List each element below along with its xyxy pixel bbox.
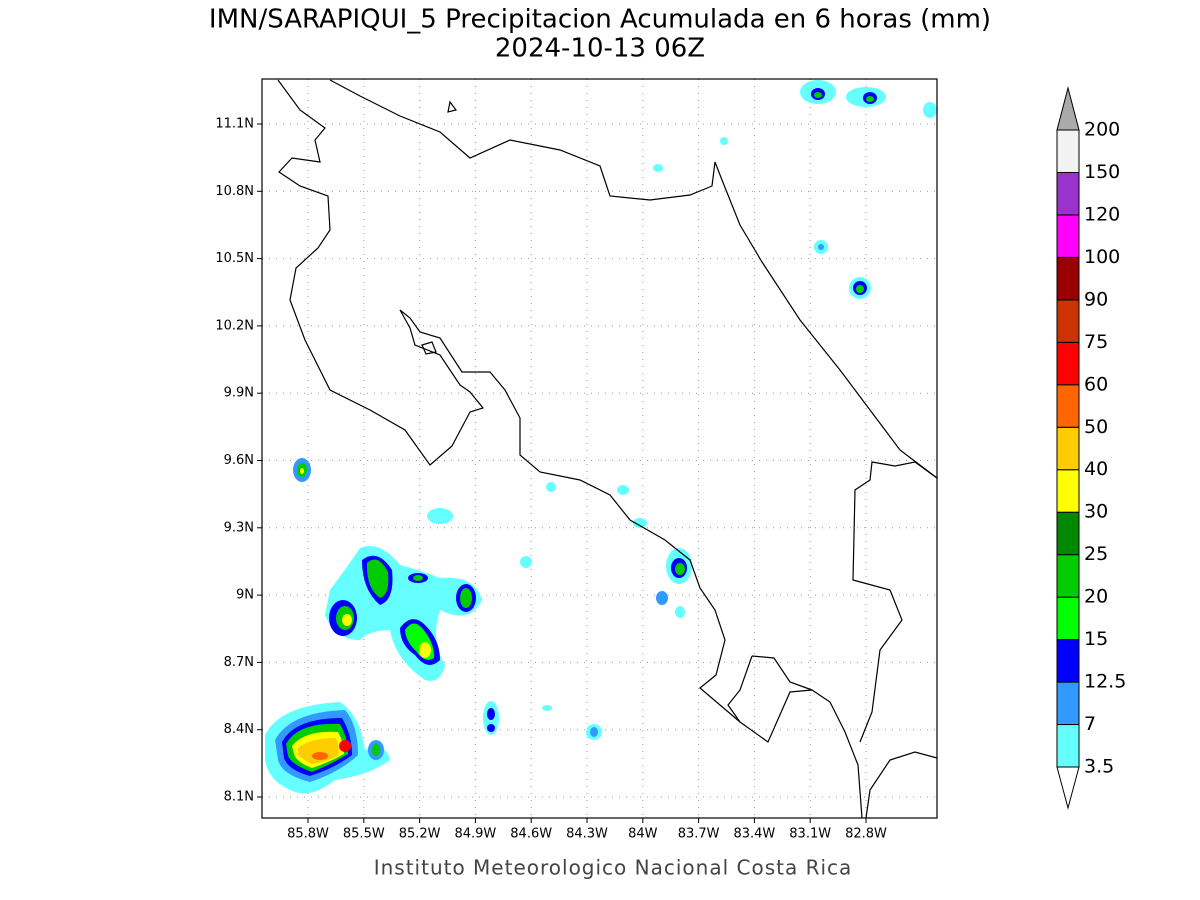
lat-label: 10.5N [215,251,254,266]
lon-label: 83.7W [678,827,720,842]
colorbar-label: 90 [1084,288,1108,310]
coastline [277,79,938,819]
precip-spots [293,80,937,740]
colorbar-under [1056,766,1080,810]
lon-label: 82.8W [845,827,887,842]
lon-label: 84.9W [454,827,496,842]
colorbar-segment [1056,129,1080,173]
colorbar-segment [1056,341,1080,386]
map-frame [261,78,938,819]
axes: 11.1N 10.8N 10.5N 10.2N 9.9N 9.6N 9.3N 9N 8.7N 8.… [215,117,887,842]
colorbar-segment [1056,511,1080,556]
colorbar-segment [1056,384,1080,428]
colorbar-label: 15 [1084,628,1108,650]
colorbar-label: 100 [1084,246,1120,268]
colorbar-label: 60 [1084,373,1108,395]
colorbar-segment [1056,554,1080,598]
colorbar-segment [1056,724,1080,768]
colorbar-segment [1056,171,1080,216]
lat-label: 8.4N [224,722,254,737]
precip-blob [265,702,390,794]
precip-blob [325,546,482,681]
precip-fields [265,80,937,794]
colorbar-label: 20 [1084,586,1108,608]
lat-label: 9N [236,588,254,603]
lon-label: 85.8W [287,827,329,842]
colorbar-segment [1056,639,1080,683]
lat-label: 9.3N [224,520,254,535]
lon-label: 84W [628,827,658,842]
colorbar-segment [1056,214,1080,258]
lat-label: 10.2N [215,318,254,333]
colorbar-label: 3.5 [1084,756,1114,778]
footer: Instituto Meteorologico Nacional Costa R… [374,856,853,880]
lon-label: 84.3W [566,827,608,842]
lat-label: 8.1N [224,790,254,805]
subtitle: 2024-10-13 06Z [495,34,705,64]
colorbar-label: 75 [1084,331,1108,353]
colorbar-label: 200 [1084,119,1120,141]
lon-label: 84.6W [510,827,552,842]
lat-label: 9.6N [224,453,254,468]
colorbar-label: 7 [1084,713,1096,735]
title: IMN/SARAPIQUI_5 Precipitacion Acumulada … [209,5,991,35]
colorbar-label: 120 [1084,203,1120,225]
lat-label: 9.9N [224,386,254,401]
lon-label: 83.4W [733,827,775,842]
colorbar: 3.5 7 12.5 15 20 25 30 40 50 60 75 90 100 120 150 200 [1056,86,1126,810]
colorbar-segment [1056,681,1080,726]
colorbar-label: 25 [1084,543,1108,565]
lon-label: 85.5W [343,827,385,842]
colorbar-segment [1056,256,1080,301]
colorbar-segment [1056,426,1080,471]
colorbar-over [1056,86,1080,131]
colorbar-label: 150 [1084,161,1120,183]
colorbar-segment [1056,299,1080,343]
lon-label: 85.2W [399,827,441,842]
colorbar-label: 50 [1084,416,1108,438]
colorbar-label: 30 [1084,501,1108,523]
lat-label: 11.1N [215,117,254,132]
colorbar-label: 12.5 [1084,671,1126,693]
colorbar-segment [1056,469,1080,513]
lat-label: 8.7N [224,655,254,670]
lat-label: 10.8N [215,184,254,199]
colorbar-label: 40 [1084,458,1108,480]
colorbar-segment [1056,596,1080,641]
grid [262,79,937,818]
lon-label: 83.1W [789,827,831,842]
